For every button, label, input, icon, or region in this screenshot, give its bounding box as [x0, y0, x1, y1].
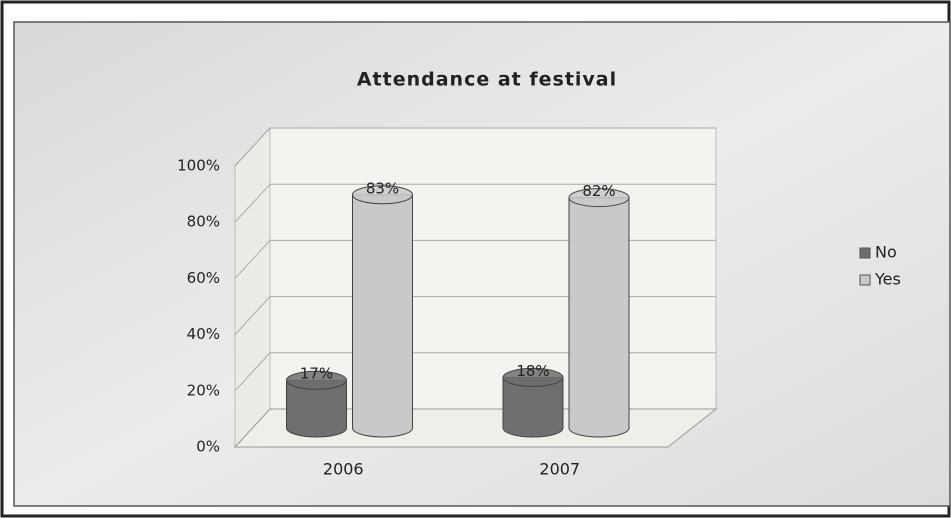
- data-label: 18%: [516, 362, 549, 380]
- y-tick-label: 0%: [196, 438, 220, 456]
- cylinder-body: [568, 197, 630, 438]
- grid-line: [234, 296, 716, 335]
- y-tick-label: 80%: [187, 213, 220, 231]
- data-label: 17%: [300, 365, 333, 383]
- cylinder-body: [352, 194, 413, 438]
- side-wall: [234, 126, 271, 449]
- y-tick-label: 60%: [187, 269, 220, 287]
- cylinder-top: [568, 188, 630, 208]
- data-label: 83%: [366, 179, 399, 197]
- cylinder-body: [286, 379, 347, 438]
- cylinder-top: [286, 370, 347, 390]
- legend-swatch: [859, 247, 871, 259]
- grid-line: [234, 183, 716, 223]
- chart-title: Attendance at festival: [357, 69, 617, 91]
- grid-line: [234, 127, 716, 167]
- grid-line: [234, 352, 716, 392]
- y-tick-label: 20%: [187, 381, 220, 399]
- y-tick-label: 40%: [187, 325, 220, 343]
- cylinder-body: [502, 376, 564, 438]
- y-tick-label: 100%: [177, 157, 220, 175]
- grid-line: [234, 239, 716, 279]
- cylinder-top: [352, 185, 413, 205]
- cylinder-top: [502, 367, 564, 387]
- legend-label: Yes: [874, 270, 901, 289]
- legend-swatch: [859, 274, 871, 286]
- data-label: 82%: [582, 182, 615, 200]
- legend-label: No: [875, 243, 897, 262]
- x-tick-label: 2006: [323, 460, 364, 479]
- back-wall: [269, 127, 717, 410]
- x-tick-label: 2007: [539, 460, 580, 479]
